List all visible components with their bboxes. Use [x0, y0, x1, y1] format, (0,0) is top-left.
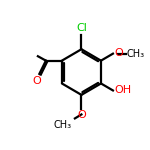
Text: O: O — [77, 110, 86, 120]
Text: O: O — [114, 48, 123, 58]
Text: CH₃: CH₃ — [54, 120, 72, 130]
Text: CH₃: CH₃ — [126, 49, 144, 59]
Text: OH: OH — [115, 85, 132, 95]
Text: O: O — [33, 76, 42, 86]
Text: Cl: Cl — [76, 23, 87, 33]
